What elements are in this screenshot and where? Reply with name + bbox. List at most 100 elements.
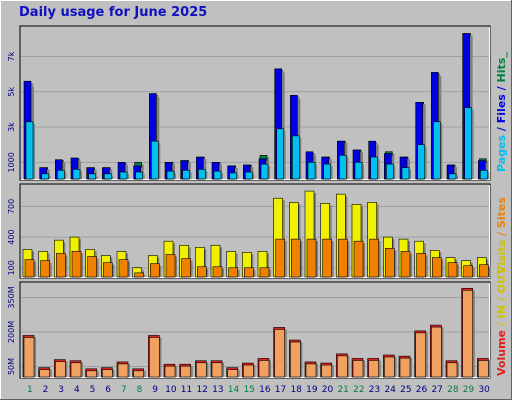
bar-sites	[400, 251, 411, 278]
legend-segment-top-2: Files	[495, 94, 508, 124]
bar-volume-in	[352, 360, 364, 378]
bar-files	[151, 140, 159, 180]
bar-volume-in	[446, 362, 458, 378]
y-tick-label-bottom: 50M	[7, 358, 16, 375]
bar-sites	[432, 257, 442, 278]
bar-files	[323, 163, 331, 180]
bar-sites	[369, 238, 379, 278]
y-tick-label-top: 7k	[7, 51, 16, 61]
bar-sites	[56, 253, 66, 278]
x-tick-label: 14	[228, 385, 240, 395]
bar-volume-in	[290, 341, 301, 378]
x-tick-label: 29	[463, 385, 475, 395]
bar-volume-in	[149, 337, 160, 378]
legend-segment-top-0: Pages	[495, 134, 508, 172]
bar-files	[104, 173, 112, 180]
bar-volume-in	[117, 363, 129, 378]
bar-sites	[150, 263, 160, 278]
bar-files	[88, 173, 96, 180]
bar-files	[119, 171, 128, 180]
bar-sites	[275, 238, 285, 278]
bar-volume-in	[258, 360, 270, 378]
bar-files	[448, 173, 457, 180]
y-tick-label-middle: 400	[7, 229, 16, 244]
bar-sites	[322, 238, 332, 278]
bar-files	[370, 156, 378, 180]
middle-panel-legend: Visits / Sites	[495, 197, 508, 274]
x-tick-label: 3	[58, 385, 64, 395]
bar-sites	[338, 238, 348, 278]
bar-volume-in	[86, 370, 97, 378]
legend-segment-top-3: /	[495, 82, 508, 95]
bar-sites	[40, 260, 50, 278]
bar-volume-in	[399, 357, 411, 378]
bar-volume-in	[164, 365, 176, 378]
x-tick-label: 18	[290, 385, 302, 395]
y-tick-label-middle: 700	[7, 199, 16, 214]
x-tick-label: 28	[447, 385, 459, 395]
legend-segment-top-4: Hits	[495, 57, 508, 83]
bar-volume-in	[321, 364, 332, 378]
bar-sites	[416, 253, 426, 278]
x-tick-label: 5	[90, 385, 96, 395]
x-tick-label: 30	[478, 385, 490, 395]
x-tick-label: 15	[243, 385, 254, 395]
bar-volume-in	[243, 364, 254, 378]
x-tick-label: 16	[259, 385, 271, 395]
bar-files	[401, 167, 410, 180]
bar-files	[417, 144, 425, 180]
y-tick-label-middle: 100	[7, 260, 16, 275]
x-tick-label: 11	[181, 385, 192, 395]
bar-volume-in	[305, 363, 317, 378]
bar-files	[260, 163, 269, 180]
legend-segment-bottom-3: /	[495, 293, 508, 305]
bar-volume-in	[478, 360, 489, 378]
bar-volume-in	[102, 369, 113, 378]
bar-files	[339, 154, 347, 180]
x-tick-label: 27	[431, 385, 442, 395]
bar-sites	[134, 272, 144, 278]
bar-files	[166, 170, 175, 180]
x-tick-label: 22	[353, 385, 364, 395]
x-tick-label: 26	[416, 385, 428, 395]
bar-files	[135, 171, 143, 180]
bar-sites	[353, 240, 364, 278]
bar-files	[292, 135, 300, 180]
bar-sites	[291, 238, 301, 278]
legend-segment-bottom-1: /	[495, 318, 508, 330]
bar-files	[41, 173, 49, 180]
x-tick-label: 24	[384, 385, 396, 395]
bar-volume-in	[39, 369, 50, 378]
x-tick-label: 23	[369, 385, 380, 395]
bar-files	[182, 169, 190, 180]
bar-volume-in	[227, 369, 238, 378]
legend-segment-top-1: /	[495, 123, 508, 135]
bar-volume-in	[337, 355, 348, 378]
y-tick-label-bottom: 200M	[7, 321, 16, 343]
y-tick-label-top: 5k	[7, 87, 16, 97]
bar-sites	[181, 258, 191, 278]
x-tick-label: 6	[105, 385, 111, 395]
bar-volume-in	[196, 362, 207, 378]
bar-sites	[103, 262, 113, 278]
bar-sites	[244, 267, 254, 278]
bar-sites	[71, 251, 82, 278]
bar-volume-in	[384, 356, 395, 378]
x-tick-label: 12	[196, 385, 207, 395]
bar-sites	[212, 266, 223, 278]
bar-files	[276, 128, 284, 180]
bar-files	[198, 169, 206, 180]
bar-volume-in	[133, 370, 144, 378]
chart-title: Daily usage for June 2025	[19, 5, 208, 20]
bar-files	[72, 169, 81, 180]
top-panel-legend: Pages / Files / Hits_	[495, 52, 508, 172]
bar-files	[433, 121, 441, 180]
bar-sites	[463, 265, 473, 278]
bar-volume-in	[70, 362, 82, 378]
bar-files	[307, 162, 316, 180]
legend-segment-bottom-0: Volume	[495, 330, 508, 376]
legend-segment-middle-1: /	[495, 228, 508, 240]
legend-segment-middle-2: Sites	[495, 197, 508, 229]
bar-sites	[118, 259, 129, 278]
